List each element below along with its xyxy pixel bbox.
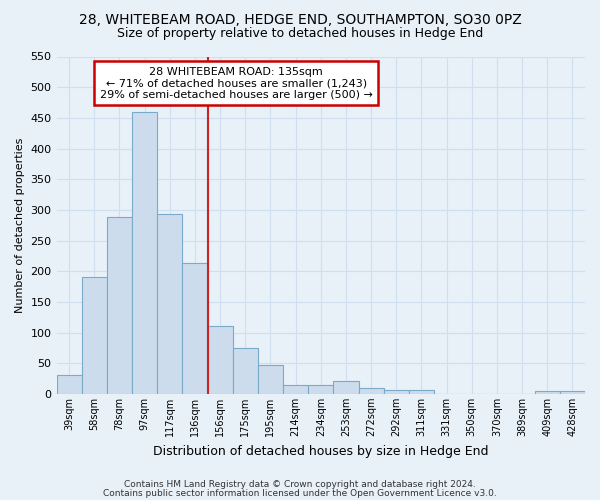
Bar: [383, 390, 409, 394]
Bar: [132, 112, 157, 394]
Bar: [334, 381, 359, 394]
Bar: [308, 386, 334, 394]
Bar: [233, 348, 258, 394]
X-axis label: Distribution of detached houses by size in Hedge End: Distribution of detached houses by size …: [153, 444, 488, 458]
Text: Size of property relative to detached houses in Hedge End: Size of property relative to detached ho…: [117, 28, 483, 40]
Text: 28, WHITEBEAM ROAD, HEDGE END, SOUTHAMPTON, SO30 0PZ: 28, WHITEBEAM ROAD, HEDGE END, SOUTHAMPT…: [79, 12, 521, 26]
Bar: [82, 278, 107, 394]
Bar: [409, 390, 434, 394]
Bar: [535, 391, 560, 394]
Text: Contains HM Land Registry data © Crown copyright and database right 2024.: Contains HM Land Registry data © Crown c…: [124, 480, 476, 489]
Bar: [283, 386, 308, 394]
Text: 28 WHITEBEAM ROAD: 135sqm
← 71% of detached houses are smaller (1,243)
29% of se: 28 WHITEBEAM ROAD: 135sqm ← 71% of detac…: [100, 66, 373, 100]
Y-axis label: Number of detached properties: Number of detached properties: [15, 138, 25, 313]
Bar: [560, 392, 585, 394]
Bar: [56, 376, 82, 394]
Bar: [359, 388, 383, 394]
Text: Contains public sector information licensed under the Open Government Licence v3: Contains public sector information licen…: [103, 489, 497, 498]
Bar: [208, 326, 233, 394]
Bar: [182, 263, 208, 394]
Bar: [258, 365, 283, 394]
Bar: [107, 217, 132, 394]
Bar: [157, 214, 182, 394]
